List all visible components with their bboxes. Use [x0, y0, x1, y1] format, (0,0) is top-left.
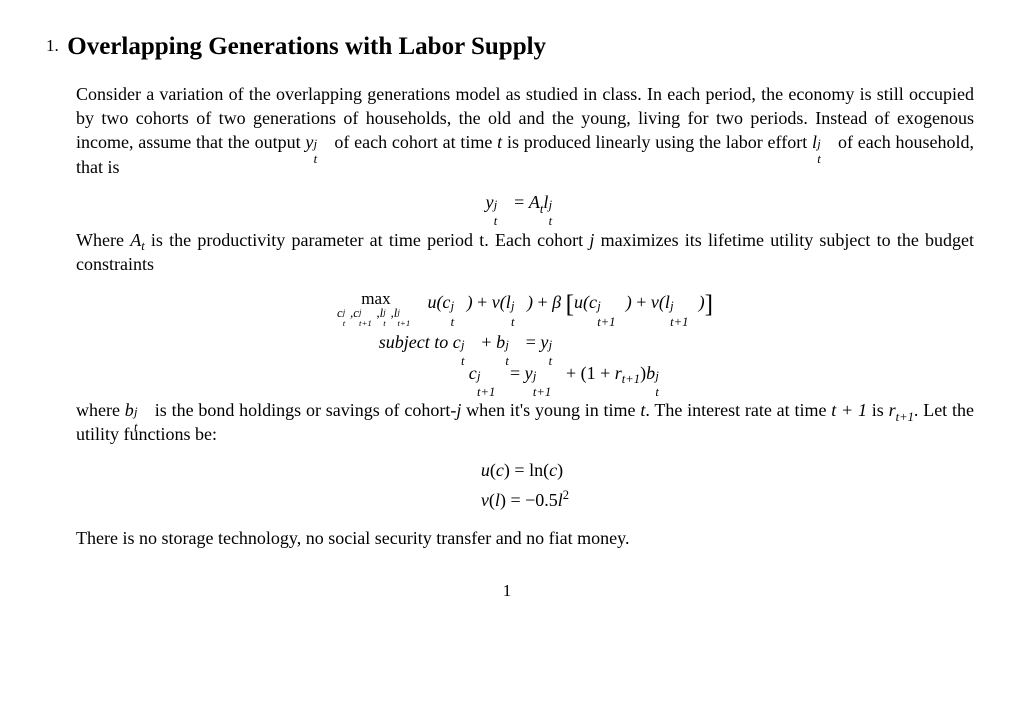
text: where	[76, 400, 125, 420]
eq-bc1: subject to cjt + bjt = yjt	[379, 327, 672, 358]
paragraph-4: There is no storage technology, no socia…	[76, 526, 974, 550]
equation-utilities: u(c) = ln(c) v(l) = −0.5l2	[76, 455, 974, 516]
page-title: Overlapping Generations with Labor Suppl…	[67, 33, 546, 60]
math-At: At	[130, 230, 145, 250]
eq-constraints: subject to cjt + bjt = yjt cjt+1 = yjt+1…	[379, 327, 672, 388]
text: is the productivity parameter at time pe…	[145, 230, 590, 250]
text: is the bond holdings or savings of cohor…	[150, 400, 456, 420]
paragraph-3: where bjt is the bond holdings or saving…	[76, 398, 974, 447]
content-body: Consider a variation of the overlapping …	[76, 82, 974, 550]
page-number: 1	[40, 580, 974, 603]
math-tplus1: t + 1	[831, 400, 867, 420]
math-y: yjt	[305, 132, 329, 152]
max-operator: max cjt,cjt+1,ljt,ljt+1	[337, 289, 415, 320]
equation-optimization: max cjt,cjt+1,ljt,ljt+1 u(cjt) + v(ljt) …	[76, 284, 974, 388]
math-l: ljt	[812, 132, 833, 152]
paragraph-2: Where At is the productivity parameter a…	[76, 228, 974, 277]
eq-y: y	[485, 192, 493, 212]
text: is	[867, 400, 889, 420]
text: . The interest rate at time	[645, 400, 831, 420]
eq-bc2: cjt+1 = yjt+1 + (1 + rt+1)bjt	[379, 358, 672, 389]
text: is produced linearly using the labor eff…	[502, 132, 812, 152]
text: when it's young in time	[461, 400, 640, 420]
eq-A: At	[529, 192, 544, 212]
paragraph-1: Consider a variation of the overlapping …	[76, 82, 974, 179]
eq-u: u(c) = ln(c)	[481, 455, 569, 486]
eq-objective: max cjt,cjt+1,ljt,ljt+1 u(cjt) + v(ljt) …	[76, 284, 974, 327]
heading-row: 1. Overlapping Generations with Labor Su…	[46, 30, 974, 64]
eq-v: v(l) = −0.5l2	[481, 485, 569, 516]
equation-production: yjt = Atljt	[76, 187, 974, 218]
max-sub: cjt,cjt+1,ljt,ljt+1	[337, 307, 415, 320]
eq-l: l	[543, 192, 548, 212]
math-b: bjt	[125, 400, 150, 420]
math-r: rt+1	[889, 400, 914, 420]
text: of each cohort at time	[330, 132, 498, 152]
list-number: 1.	[46, 35, 59, 58]
text: Where	[76, 230, 130, 250]
